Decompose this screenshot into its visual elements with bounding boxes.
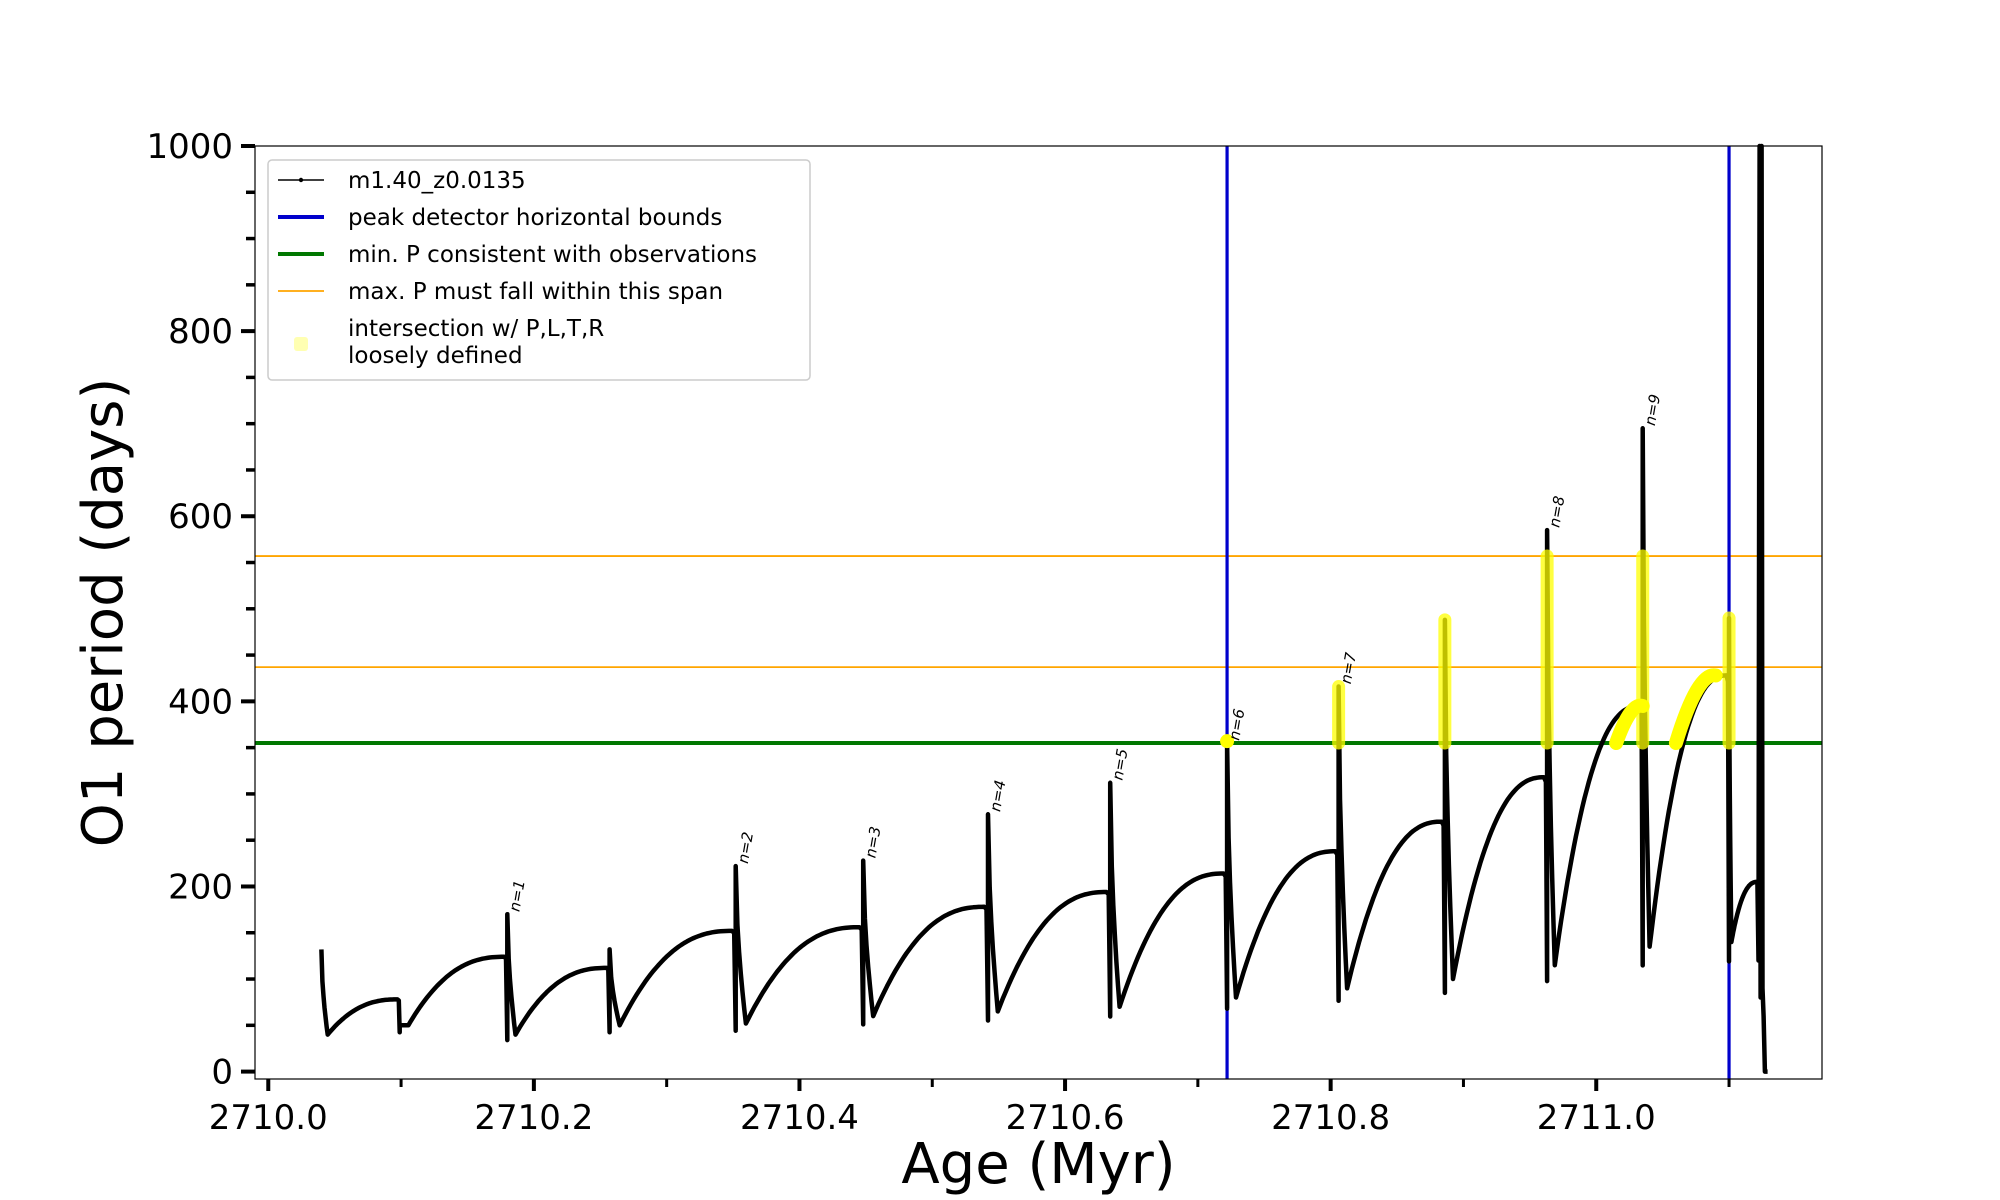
x-tick-label-3: 2710.6: [1006, 1098, 1125, 1138]
peak-label-3: n=3: [861, 825, 884, 859]
y-tick-label-4: 800: [168, 312, 233, 352]
legend-label-4: intersection w/ P,L,T,R: [348, 316, 604, 342]
legend-label-0: m1.40_z0.0135: [348, 168, 526, 194]
legend-handle-intersection: [294, 337, 308, 351]
x-tick-label-5: 2711.0: [1537, 1098, 1656, 1138]
plot-frame: [254, 145, 1823, 1080]
y-axis: 0 200 400 600 800 1000: [146, 127, 255, 1093]
y-tick-label-2: 400: [168, 682, 233, 722]
legend-label-1: peak detector horizontal bounds: [348, 205, 722, 231]
y-tick-label-5: 1000: [146, 127, 233, 167]
peak-label-6: n=6: [1225, 707, 1248, 741]
peak-label-4: n=4: [986, 779, 1009, 813]
intersection-curve-6: [1668, 668, 1723, 751]
y-tick-label-3: 600: [168, 497, 233, 537]
legend-box: [267, 159, 811, 381]
peak-label-9: n=9: [1641, 393, 1664, 427]
x-tick-label-2: 2710.4: [740, 1098, 859, 1138]
legend-marker-model: [298, 177, 304, 183]
model-line: [319, 143, 1768, 1074]
intersection-curve-5: [1609, 698, 1650, 751]
y-tick-label-0: 0: [211, 1053, 233, 1093]
model-series: [319, 143, 1768, 1074]
y-axis-title: O1 period (days): [71, 378, 136, 848]
peak-label-8: n=8: [1545, 495, 1568, 529]
y-tick-label-1: 200: [168, 867, 233, 907]
x-tick-label-1: 2710.2: [474, 1098, 593, 1138]
peak-label-2: n=2: [734, 831, 757, 865]
x-axis-title: Age (Myr): [901, 1132, 1175, 1197]
x-tick-label-4: 2710.8: [1271, 1098, 1390, 1138]
peak-label-7: n=7: [1337, 651, 1360, 686]
legend-label-3: max. P must fall within this span: [348, 279, 723, 305]
intersection-highlights: [1220, 549, 1736, 751]
x-axis: 2710.0 2710.2 2710.4 2710.6 2710.8 2711.0: [209, 1079, 1731, 1138]
peak-label-5: n=5: [1108, 747, 1131, 781]
intersection-point-0: [1220, 734, 1235, 749]
x-tick-label-0: 2710.0: [209, 1098, 328, 1138]
legend-label-2: min. P consistent with observations: [348, 242, 757, 268]
legend-label-4-line2: loosely defined: [348, 343, 523, 369]
peak-label-1: n=1: [506, 879, 529, 913]
peak-labels: n=1 n=2 n=3 n=4 n=5 n=6 n=7 n=8 n=9: [506, 393, 1665, 913]
